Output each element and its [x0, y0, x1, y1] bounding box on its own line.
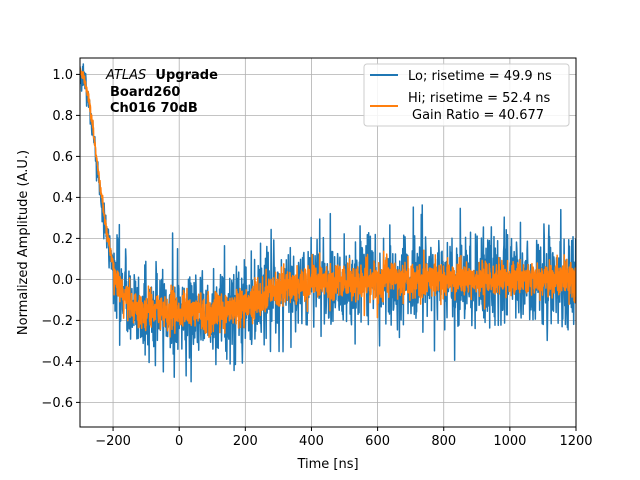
x-tick-label: 200: [233, 434, 258, 449]
annotation-channel: Ch016 70dB: [110, 101, 198, 116]
series-layer: [80, 63, 576, 383]
legend-label-hi-gain: Gain Ratio = 40.677: [412, 108, 544, 123]
atlas-annotation: ATLAS Upgrade Board260 Ch016 70dB: [105, 68, 218, 116]
x-tick-label: 400: [299, 434, 324, 449]
y-tick-label: 0.0: [52, 273, 73, 288]
legend: Lo; risetime = 49.9 ns Hi; risetime = 52…: [363, 63, 570, 127]
annotation-word: Upgrade: [155, 68, 218, 83]
annotation-line-1: ATLAS Upgrade: [105, 68, 218, 83]
legend-box: [363, 63, 570, 127]
x-tick-label: 1000: [493, 434, 526, 449]
x-tick-label: 0: [175, 434, 183, 449]
y-tick-label: 0.6: [52, 150, 73, 165]
y-tick-label: −0.2: [41, 314, 73, 329]
legend-label-hi: Hi; risetime = 52.4 ns: [408, 91, 550, 106]
x-tick-label: 1200: [559, 434, 592, 449]
ticks: −200 0 200 400 600 800 1000 1200 −0.6 −0.4 −0.2 0.0…: [41, 68, 592, 449]
annotation-board: Board260: [110, 85, 180, 100]
y-tick-label: 0.2: [52, 232, 73, 247]
y-tick-label: −0.4: [41, 355, 73, 370]
legend-label-lo: Lo; risetime = 49.9 ns: [408, 69, 552, 84]
y-axis-label: Normalized Amplitude (A.U.): [16, 150, 31, 335]
y-tick-label: 0.4: [52, 191, 73, 206]
x-tick-label: 600: [365, 434, 390, 449]
series-hi-line: [80, 67, 576, 339]
y-tick-label: 1.0: [52, 68, 73, 83]
y-tick-label: 0.8: [52, 109, 73, 124]
series-lo-line: [80, 63, 576, 383]
annotation-experiment: ATLAS: [105, 68, 146, 83]
x-tick-label: −200: [95, 434, 131, 449]
plot-frame: [79, 57, 577, 428]
x-tick-label: 800: [431, 434, 456, 449]
y-tick-label: −0.6: [41, 396, 73, 411]
x-axis-label: Time [ns]: [296, 457, 358, 472]
